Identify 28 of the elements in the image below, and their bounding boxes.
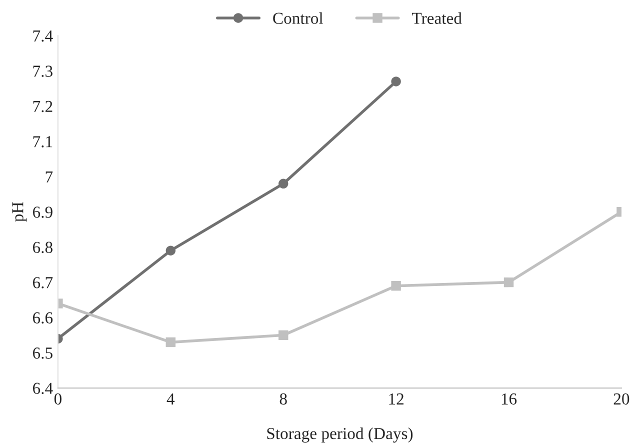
point [166, 337, 176, 348]
point [166, 246, 176, 256]
y-tick-label: 6.8 [32, 242, 52, 254]
y-tick-label: 6.7 [32, 277, 53, 288]
point [391, 76, 401, 86]
y-tick-label: 6.6 [32, 312, 53, 324]
point [278, 330, 288, 340]
legend-label: Control [273, 12, 324, 24]
y-tick-label: 6.5 [32, 348, 52, 359]
y-tick-label: 6.9 [32, 206, 52, 218]
x-axis-title: Storage period (Days) [267, 427, 413, 443]
x-tick-label: 12 [389, 393, 404, 404]
x-tick-label: 4 [166, 393, 175, 404]
x-tick-label: 0 [54, 393, 62, 405]
y-tick-label: 7.1 [33, 136, 52, 148]
point [278, 178, 288, 189]
point [504, 277, 514, 288]
y-tick-label: 7 [46, 171, 53, 182]
y-tick-label: 6.4 [32, 382, 53, 394]
x-tick-label: 8 [280, 393, 287, 405]
x-tick-label: 16 [502, 393, 517, 405]
y-axis-title: pH [12, 202, 27, 222]
y-tick-label: 7.2 [33, 100, 52, 112]
x-tick-label: 20 [614, 393, 630, 405]
y-tick-label: 7.3 [33, 66, 52, 77]
y-tick-label: 7.4 [33, 30, 53, 42]
point [391, 280, 401, 291]
legend-label: Treated [412, 12, 462, 24]
